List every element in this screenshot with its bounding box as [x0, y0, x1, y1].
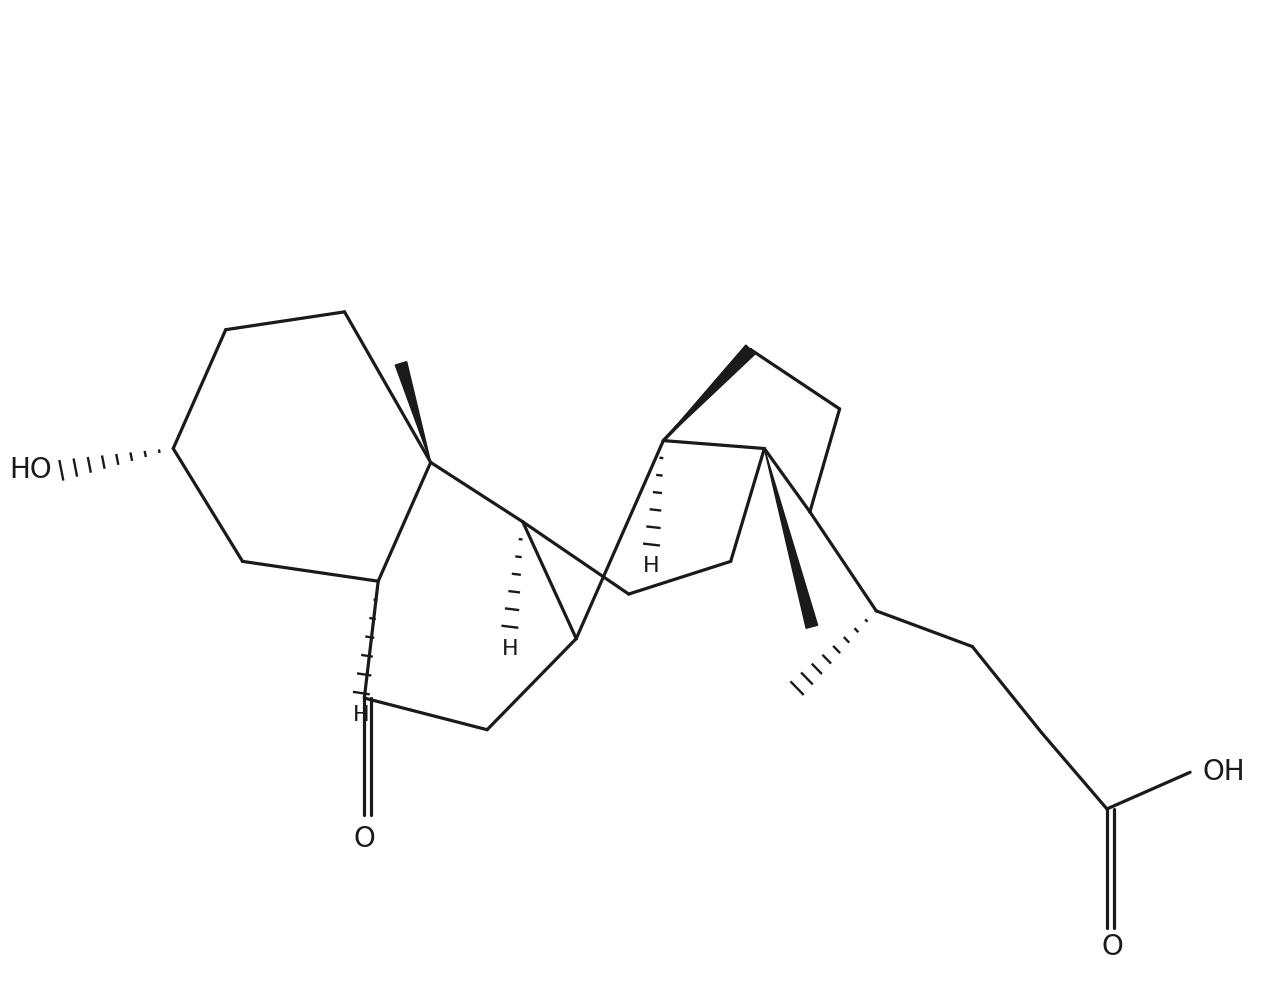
- Polygon shape: [664, 345, 755, 441]
- Text: H: H: [502, 639, 519, 659]
- Polygon shape: [395, 362, 430, 462]
- Polygon shape: [764, 449, 818, 628]
- Text: H: H: [353, 705, 370, 725]
- Text: OH: OH: [1202, 758, 1244, 786]
- Text: HO: HO: [9, 456, 51, 484]
- Text: O: O: [353, 825, 375, 853]
- Text: O: O: [1100, 933, 1122, 961]
- Text: H: H: [643, 556, 660, 576]
